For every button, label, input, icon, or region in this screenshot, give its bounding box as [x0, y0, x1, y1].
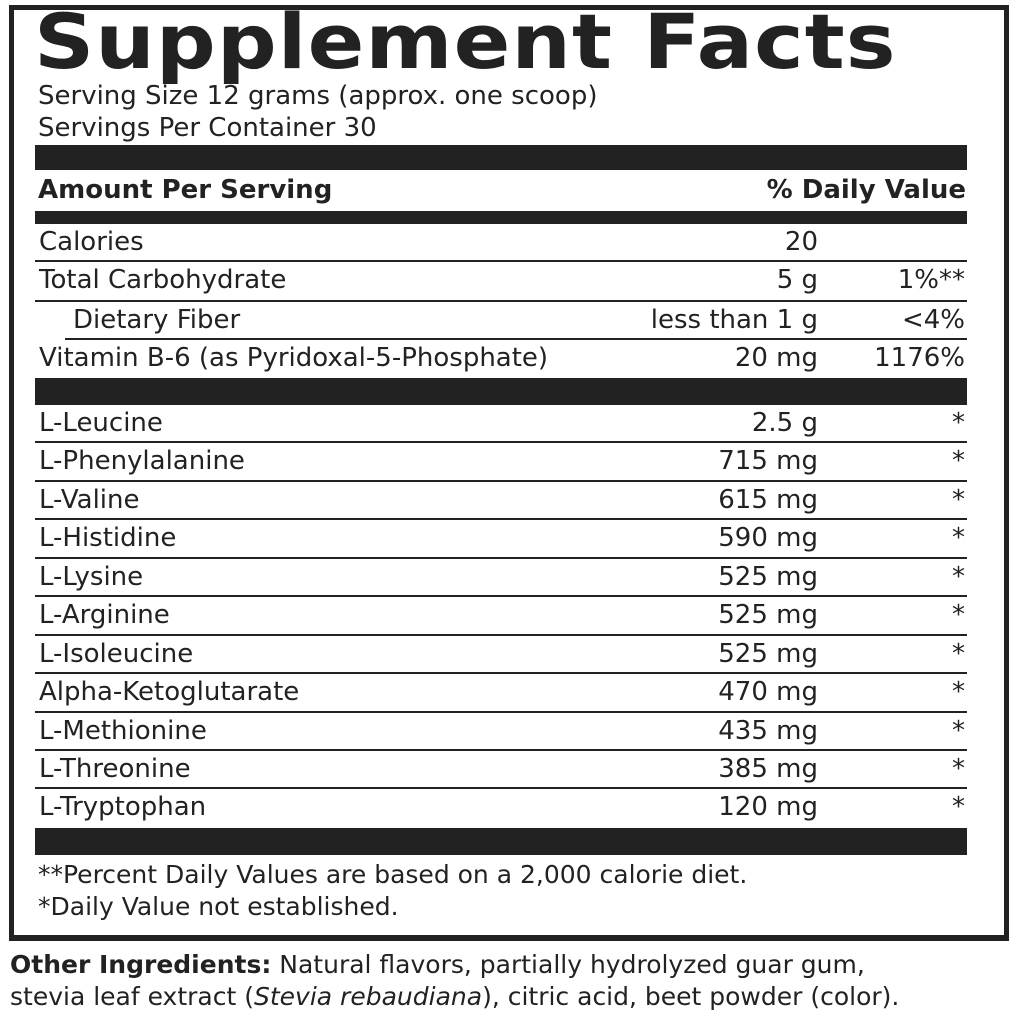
footnote-daily-values: **Percent Daily Values are based on a 2,…	[38, 860, 748, 889]
other-ingredients-text: ), citric acid, beet powder (color).	[482, 982, 900, 1011]
amino-acid-name: L-Methionine	[39, 715, 207, 746]
table-header: Amount Per Serving % Daily Value	[38, 172, 966, 208]
amino-acid-name: L-Leucine	[39, 408, 163, 438]
nutrient-amount: less than 1 g	[650, 305, 818, 335]
nutrient-name: Calories	[39, 227, 144, 257]
amino-acid-row: L-Threonine 385 mg *	[35, 751, 967, 790]
nutrient-row: Vitamin B-6 (as Pyridoxal-5-Phosphate) 20…	[35, 340, 967, 378]
other-ingredients-line-2: stevia leaf extract (Stevia rebaudiana),…	[10, 981, 899, 1013]
nutrient-row: Total Carbohydrate 5 g 1%**	[35, 262, 967, 302]
nutrient-amount: 20 mg	[734, 343, 818, 373]
amino-acid-row: L-Leucine 2.5 g *	[35, 405, 967, 444]
amino-acid-row: L-Methionine 435 mg *	[35, 713, 967, 751]
nutrient-dv: 1176%	[874, 343, 965, 373]
divider-bar	[35, 145, 967, 170]
amino-acid-row: Alpha-Ketoglutarate 470 mg *	[35, 674, 967, 713]
amino-acid-row: L-Tryptophan 120 mg *	[35, 789, 967, 827]
amino-acid-dv: *	[952, 715, 965, 746]
nutrient-amount: 5 g	[776, 265, 818, 295]
amino-acid-amount: 120 mg	[718, 792, 818, 823]
nutrient-row: Dietary Fiber less than 1 g <4%	[35, 302, 967, 340]
amino-acid-name: L-Arginine	[39, 600, 170, 631]
amino-acid-name: L-Histidine	[39, 523, 177, 554]
panel-title: Supplement Facts	[34, 0, 897, 86]
amino-acid-amount: 470 mg	[718, 677, 818, 708]
amount-per-serving-header: Amount Per Serving	[38, 175, 333, 205]
amino-acid-amount: 615 mg	[718, 484, 818, 515]
amino-acid-name: L-Lysine	[39, 561, 144, 592]
amino-acid-dv: *	[952, 677, 965, 708]
divider-bar	[35, 828, 967, 855]
amino-acid-dv: *	[952, 561, 965, 592]
nutrient-dv: 1%**	[897, 265, 965, 295]
amino-acid-row: L-Histidine 590 mg *	[35, 520, 967, 559]
amino-acid-amount: 525 mg	[718, 638, 818, 669]
other-ingredients-label: Other Ingredients:	[10, 950, 272, 979]
nutrient-amount: 20	[784, 227, 818, 257]
amino-acid-name: Alpha-Ketoglutarate	[39, 677, 300, 708]
nutrient-row: Calories 20	[35, 224, 967, 262]
amino-acid-row: L-Valine 615 mg *	[35, 482, 967, 521]
other-ingredients-text: Natural flavors, partially hydrolyzed gu…	[271, 950, 865, 979]
supplement-facts-panel	[9, 5, 1009, 941]
amino-acid-name: L-Threonine	[39, 753, 191, 784]
amino-acid-name: L-Isoleucine	[39, 638, 194, 669]
amino-acid-dv: *	[952, 484, 965, 515]
nutrient-name: Vitamin B-6 (as Pyridoxal-5-Phosphate)	[39, 343, 549, 373]
amino-acid-name: L-Phenylalanine	[39, 446, 245, 477]
amino-acid-dv: *	[952, 446, 965, 477]
amino-acid-amount: 715 mg	[718, 446, 818, 477]
amino-acid-dv: *	[952, 753, 965, 784]
amino-acid-dv: *	[952, 408, 965, 438]
nutrient-name: Total Carbohydrate	[39, 265, 287, 295]
other-ingredients-text: stevia leaf extract (	[10, 982, 254, 1011]
amino-acid-row: L-Arginine 525 mg *	[35, 597, 967, 636]
amino-acid-amount: 435 mg	[718, 715, 818, 746]
amino-acid-dv: *	[952, 638, 965, 669]
amino-acid-row: L-Lysine 525 mg *	[35, 559, 967, 598]
amino-acid-dv: *	[952, 792, 965, 823]
amino-acid-dv: *	[952, 600, 965, 631]
daily-value-header: % Daily Value	[766, 175, 966, 205]
nutrient-name: Dietary Fiber	[73, 305, 241, 335]
nutrient-dv: <4%	[901, 305, 965, 335]
footnote-not-established: *Daily Value not established.	[38, 892, 399, 921]
amino-acid-amount: 525 mg	[718, 600, 818, 631]
stevia-species-name: Stevia rebaudiana	[254, 982, 483, 1011]
divider-bar	[35, 378, 967, 405]
nutrient-rows: Calories 20 Total Carbohydrate 5 g 1%** Die…	[35, 224, 967, 378]
amino-acid-amount: 525 mg	[718, 561, 818, 592]
serving-size: Serving Size 12 grams (approx. one scoop…	[38, 81, 598, 111]
divider-bar	[35, 211, 967, 224]
amino-acid-name: L-Tryptophan	[39, 792, 207, 823]
amino-acid-amount: 2.5 g	[751, 408, 818, 438]
amino-acid-dv: *	[952, 523, 965, 554]
servings-per-container: Servings Per Container 30	[38, 113, 377, 143]
amino-acid-row: L-Phenylalanine 715 mg *	[35, 443, 967, 482]
amino-acid-row: L-Isoleucine 525 mg *	[35, 636, 967, 675]
amino-acid-amount: 590 mg	[718, 523, 818, 554]
amino-acid-amount: 385 mg	[718, 753, 818, 784]
amino-acid-name: L-Valine	[39, 484, 140, 515]
amino-acid-rows: L-Leucine 2.5 g * L-Phenylalanine 715 mg * L-V…	[35, 405, 967, 828]
other-ingredients-line-1: Other Ingredients: Natural flavors, part…	[10, 949, 865, 981]
